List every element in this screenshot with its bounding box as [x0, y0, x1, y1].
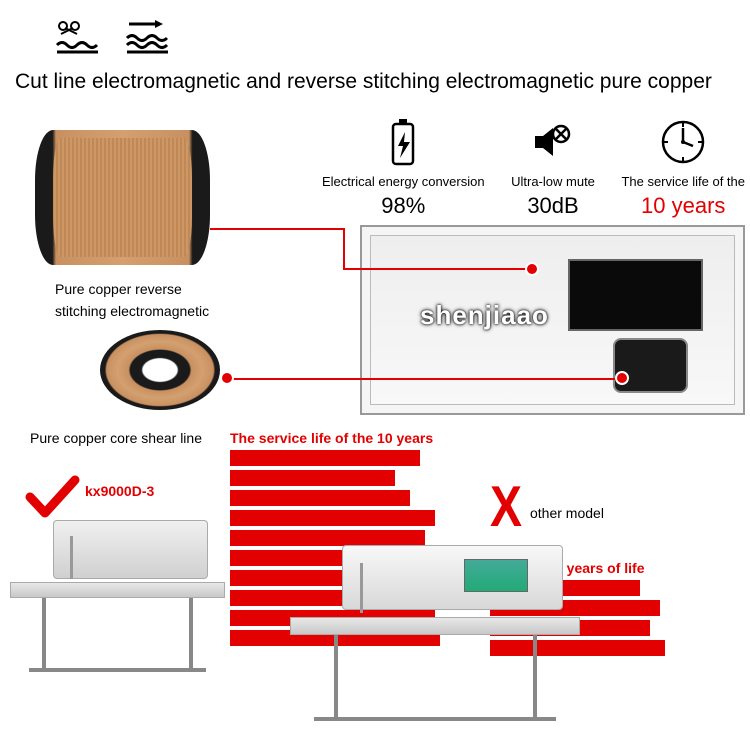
connector-line-2	[224, 378, 619, 380]
diagram-box	[360, 225, 745, 415]
spec-mute: Ultra-low mute 30dB	[511, 118, 595, 219]
model-label-other: other model	[530, 505, 604, 521]
label-coil-small: Pure copper core shear line	[30, 430, 202, 446]
label-coil1-line1: Pure copper reverse	[55, 281, 182, 297]
connector-line-1	[210, 228, 345, 230]
cut-line-icon	[55, 20, 100, 55]
top-icons-row	[55, 20, 170, 55]
model-label-primary: kx9000D-3	[85, 483, 154, 499]
spec-mute-value: 30dB	[511, 193, 595, 219]
reverse-stitch-icon	[125, 20, 170, 55]
battery-icon	[385, 118, 421, 166]
sewing-machine-primary	[10, 520, 225, 675]
spec-life: The service life of the 10 years	[621, 118, 745, 219]
coil-small	[100, 330, 220, 410]
bar-chart-title: The service life of the 10 years	[230, 430, 433, 446]
label-coil1-line2: stitching electromagnetic	[55, 303, 209, 319]
spec-life-label: The service life of the	[621, 174, 745, 189]
bar-left	[230, 450, 420, 466]
connector-dot-1	[525, 262, 539, 276]
bar-left	[230, 490, 410, 506]
watermark: shenjiaao	[420, 300, 549, 331]
bar-left	[230, 510, 435, 526]
spec-energy-label: Electrical energy conversion	[322, 174, 485, 189]
spec-energy: Electrical energy conversion 98%	[322, 118, 485, 219]
coil-large	[35, 130, 210, 265]
clock-icon	[659, 118, 707, 166]
diagram-component-bottom	[613, 338, 688, 393]
connector-dot-2a	[220, 371, 234, 385]
diagram-component-top	[568, 259, 703, 331]
sewing-machine-other	[290, 545, 580, 725]
connector-line-1c	[343, 268, 528, 270]
bar-left	[230, 530, 425, 546]
main-title: Cut line electromagnetic and reverse sti…	[15, 70, 712, 94]
connector-dot-2b	[615, 371, 629, 385]
spec-row: Electrical energy conversion 98% Ultra-l…	[322, 118, 745, 219]
bar-left	[230, 470, 395, 486]
x-mark-icon: X	[490, 475, 522, 541]
spec-life-value: 10 years	[621, 193, 745, 219]
spec-mute-label: Ultra-low mute	[511, 174, 595, 189]
spec-energy-value: 98%	[322, 193, 485, 219]
mute-icon	[529, 118, 577, 166]
checkmark-icon	[25, 475, 80, 520]
connector-line-1b	[343, 228, 345, 270]
label-coil-large: Pure copper reverse stitching electromag…	[55, 278, 209, 323]
